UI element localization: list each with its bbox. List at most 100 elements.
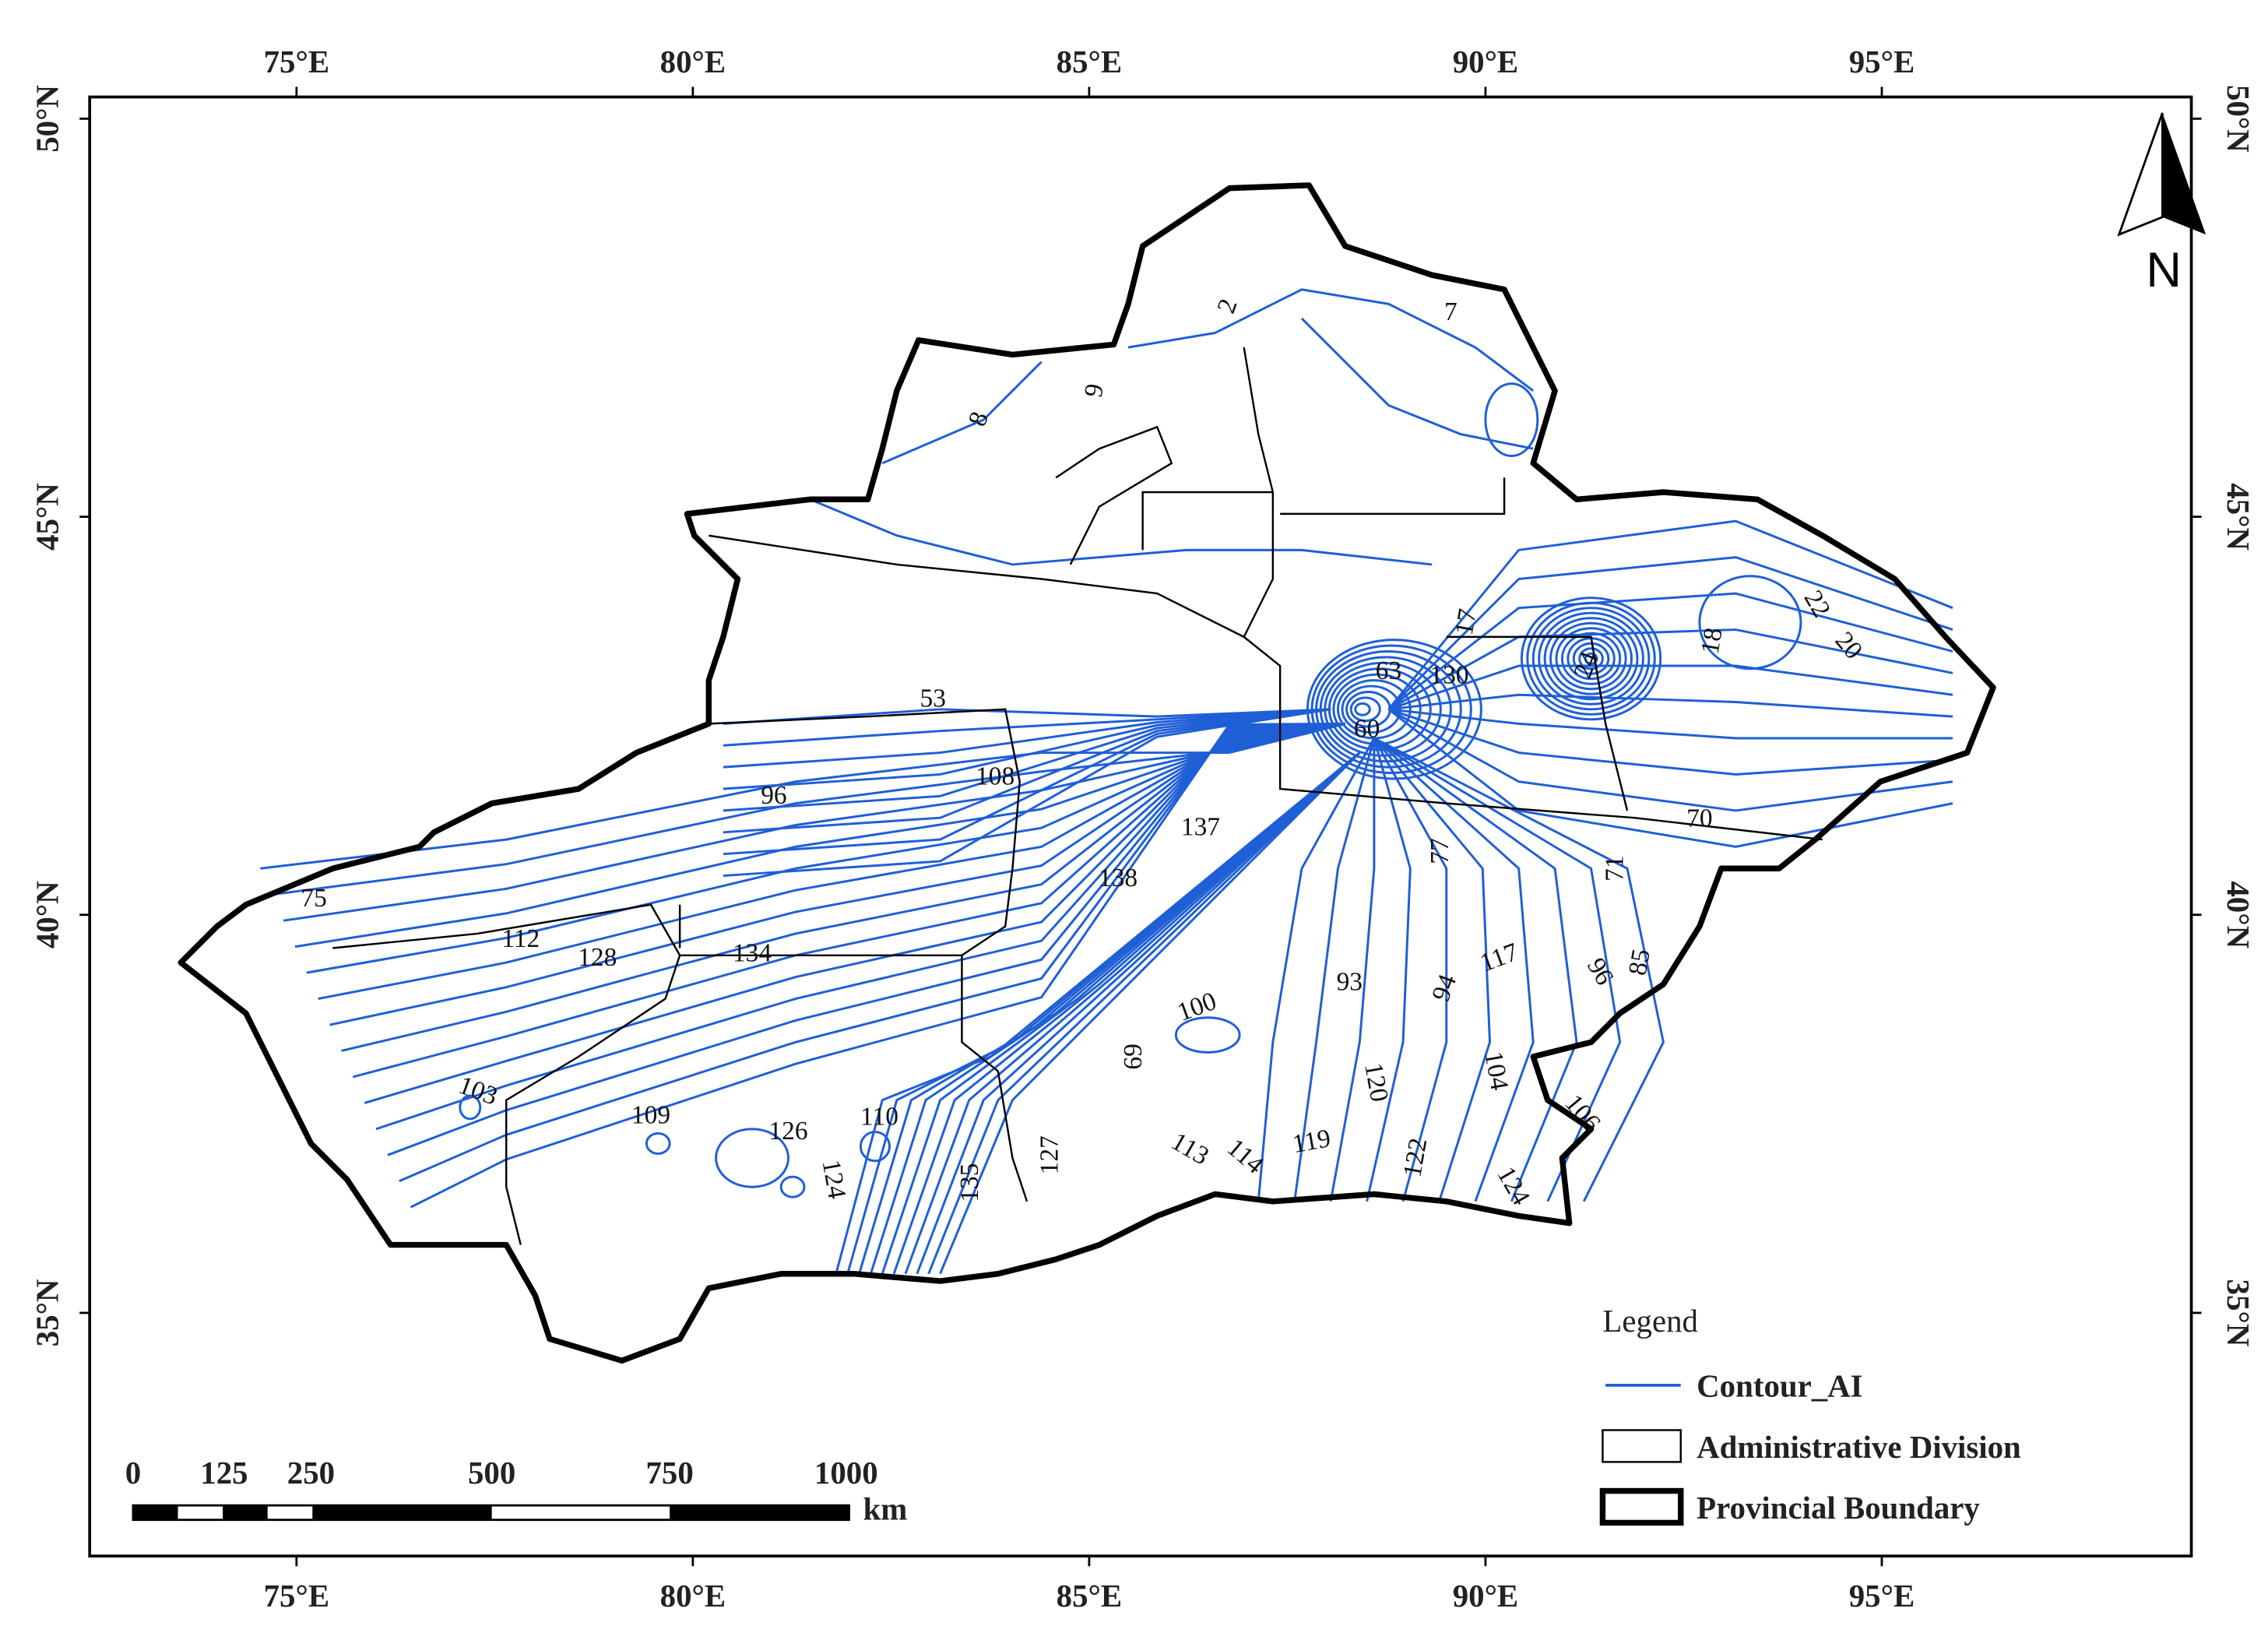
contour-ring: [1310, 644, 1472, 775]
contour-ring: [1560, 632, 1622, 685]
admin-line: [332, 903, 681, 1245]
admin-line: [1055, 425, 1173, 565]
contour-label: 18: [1696, 625, 1728, 656]
lat-label-right: 40°N: [2221, 881, 2256, 948]
contour-line: [387, 722, 1345, 1156]
scale-label: 1000: [814, 1455, 878, 1490]
lon-label-top: 85°E: [1057, 44, 1122, 79]
contour-ring: [1538, 611, 1644, 706]
contour-line: [939, 751, 1361, 1275]
lat-label-right: 45°N: [2221, 483, 2256, 551]
legend-title: Legend: [1602, 1304, 1698, 1339]
contour-line: [272, 722, 1346, 896]
lon-label-bottom: 95°E: [1849, 1578, 1915, 1614]
contour-line: [1373, 737, 1665, 1202]
contour-label: 124: [816, 1157, 851, 1201]
contour-label: 104: [1479, 1049, 1514, 1093]
contour-line: [1373, 737, 1448, 1202]
contour-label: 108: [976, 762, 1014, 791]
contour-label: 2: [1211, 295, 1243, 317]
legend-item: Contour_AI: [1697, 1369, 1862, 1404]
contour-label: 60: [1354, 714, 1380, 743]
contour-line: [399, 722, 1345, 1183]
north-arrow-left: [2117, 112, 2164, 237]
contour-label: 112: [501, 924, 540, 953]
contour-line: [809, 498, 1433, 566]
lon-label-top: 75°E: [264, 44, 329, 79]
contour-label: 106: [1559, 1089, 1606, 1137]
contour-label: 126: [768, 1117, 807, 1146]
contour-label: 110: [860, 1103, 898, 1131]
lon-label-top: 95°E: [1849, 44, 1915, 79]
contour-label: 75: [301, 884, 326, 913]
contour-label: 94: [1426, 970, 1462, 1005]
contour-line: [723, 708, 1331, 769]
map-frame: [88, 95, 2193, 1558]
contour-label: 134: [733, 938, 772, 967]
contour-label: 53: [920, 684, 946, 713]
contour-ring: [1555, 627, 1627, 691]
contour-label: 130: [1429, 661, 1468, 690]
scale-unit: km: [863, 1492, 908, 1527]
contour-line: [375, 722, 1345, 1131]
lat-label-right: 50°N: [2221, 85, 2256, 153]
contour-line: [881, 361, 1043, 465]
contour-label: 137: [1181, 813, 1220, 842]
contour-label: 103: [455, 1071, 501, 1111]
contour-line: [723, 708, 1331, 878]
contour-ring: [1315, 649, 1462, 769]
contour-ring: [1531, 607, 1651, 711]
admin-line: [1446, 635, 1629, 811]
contour-line: [1127, 288, 1535, 392]
contour-label: 85: [1623, 947, 1656, 977]
lat-label-right: 35°N: [2221, 1279, 2256, 1347]
contour-label: 117: [1476, 938, 1522, 978]
contour-label: 96: [1581, 953, 1619, 990]
scale-label: 0: [125, 1455, 141, 1490]
scale-segment: [312, 1505, 492, 1520]
contour-ring: [1341, 685, 1401, 734]
legend-swatch: [1602, 1429, 1682, 1463]
contour-label: 135: [955, 1163, 984, 1202]
contour-ring: [1520, 597, 1662, 721]
contour-label: 114: [1222, 1133, 1269, 1180]
contour-line: [723, 708, 1331, 725]
contour-ring: [1578, 647, 1604, 670]
contour-line: [723, 708, 1331, 812]
legend-swatch: [1599, 1487, 1684, 1526]
lat-label-left: 35°N: [30, 1279, 65, 1347]
contour-label: 17: [1450, 607, 1482, 637]
contour-ring: [1354, 702, 1371, 716]
contour-line: [341, 722, 1345, 1052]
contour-line: [260, 722, 1346, 870]
contour-ring: [1174, 1016, 1241, 1054]
lon-label-top: 90°E: [1453, 44, 1518, 79]
scale-segment: [223, 1505, 268, 1520]
contour-ring: [1306, 639, 1482, 780]
contour-ring: [1584, 652, 1598, 665]
contour-ring: [1572, 642, 1610, 675]
contour-label: 7: [1444, 297, 1457, 326]
contour-line: [1387, 628, 1953, 711]
north-label: N: [2146, 243, 2182, 297]
contour-line: [723, 708, 1331, 790]
scale-bar: km 0 125 250 500 750 1000: [125, 1455, 908, 1526]
lat-label-left: 40°N: [30, 881, 65, 948]
contour-label: 69: [1119, 1043, 1148, 1069]
contour-ring: [1543, 617, 1639, 701]
lon-label-bottom: 75°E: [264, 1578, 329, 1614]
contour-label: 71: [1601, 856, 1630, 882]
lon-label-bottom: 90°E: [1453, 1578, 1518, 1614]
contour-line: [306, 722, 1345, 974]
contour-line: [329, 722, 1345, 1026]
contour-line: [1387, 708, 1953, 776]
contour-line: [723, 708, 1331, 856]
lon-label-bottom: 80°E: [660, 1578, 726, 1614]
contour-ring: [715, 1128, 789, 1188]
contour-line: [1300, 317, 1534, 450]
contour-line: [1373, 737, 1578, 1202]
contour-ring: [1698, 575, 1802, 670]
